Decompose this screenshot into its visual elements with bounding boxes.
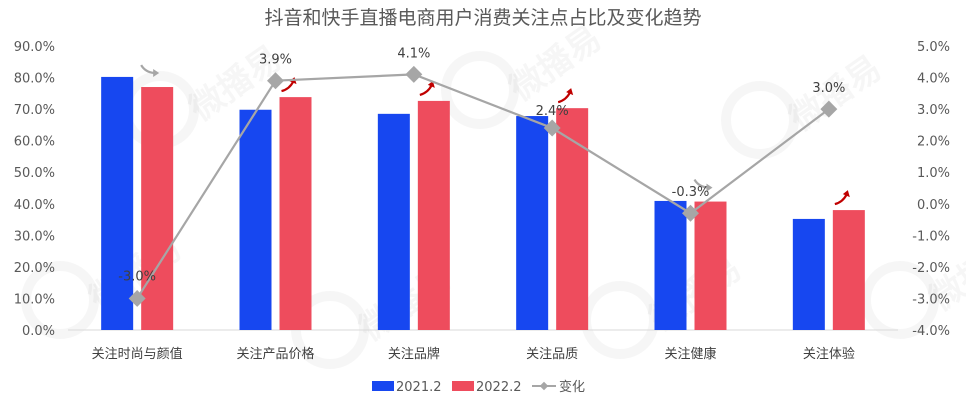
diamond-marker-icon bbox=[128, 289, 146, 307]
line-data-label: 3.0% bbox=[812, 81, 845, 96]
x-axis-categories: 关注时尚与颜值 关注产品价格 关注品牌 关注品质 关注健康 关注体验 bbox=[92, 346, 855, 362]
bar-2021.2-3 bbox=[516, 116, 549, 330]
right-axis-tick: 4.0% bbox=[917, 72, 950, 87]
left-axis-tick: 0.0% bbox=[22, 324, 55, 339]
arrow-head-icon bbox=[842, 190, 850, 198]
category-label: 关注健康 bbox=[664, 346, 716, 362]
legend: 2021.2 2022.2 变化 bbox=[372, 379, 585, 395]
line-data-label: 2.4% bbox=[536, 104, 569, 119]
bar-2022.2-1 bbox=[279, 97, 312, 331]
legend-swatch bbox=[372, 381, 394, 391]
legend-label: 2022.2 bbox=[476, 380, 522, 395]
right-axis-tick: 0.0% bbox=[917, 198, 950, 213]
arrow-head-icon bbox=[566, 88, 574, 96]
diamond-marker-icon bbox=[820, 100, 838, 118]
diamond-marker-icon bbox=[267, 72, 284, 90]
left-axis-tick: 30.0% bbox=[14, 229, 55, 244]
legend-label: 变化 bbox=[559, 379, 585, 395]
left-axis-tick: 50.0% bbox=[14, 166, 55, 181]
line-data-label: 3.9% bbox=[259, 53, 292, 68]
line-series-change bbox=[128, 65, 838, 307]
left-axis-tick: 90.0% bbox=[14, 40, 55, 55]
left-y-axis: 0.0% 10.0% 20.0% 30.0% 40.0% 50.0% 60.0% 70.0% 8… bbox=[14, 40, 55, 339]
left-axis-tick: 40.0% bbox=[14, 198, 55, 213]
left-axis-tick: 80.0% bbox=[14, 72, 55, 87]
line-data-label: -3.0% bbox=[118, 269, 156, 284]
category-label: 关注品牌 bbox=[388, 346, 440, 362]
legend-label: 2021.2 bbox=[396, 380, 442, 395]
watermark-logo-icon bbox=[586, 286, 654, 354]
trend-up-arrow-icon bbox=[419, 84, 433, 96]
trend-arrows bbox=[140, 64, 850, 206]
chart-title: 抖音和快手直播电商用户消费关注点占比及变化趋势 bbox=[264, 7, 701, 29]
bar-2021.2-2 bbox=[377, 113, 410, 330]
bar-2022.2-5 bbox=[832, 210, 865, 330]
line-data-label: 4.1% bbox=[397, 46, 430, 61]
bar-2021.2-4 bbox=[654, 200, 687, 330]
left-axis-tick: 20.0% bbox=[14, 261, 55, 276]
category-label: 关注产品价格 bbox=[236, 346, 314, 362]
line-data-label: -0.3% bbox=[672, 185, 710, 200]
legend-diamond-icon bbox=[539, 381, 549, 391]
bar-2022.2-0 bbox=[141, 87, 174, 331]
data-labels: -3.0% 3.9% 4.1% 2.4% -0.3% 3.0% bbox=[118, 46, 845, 284]
bar-2022.2-4 bbox=[694, 201, 727, 330]
right-axis-tick: -3.0% bbox=[912, 292, 950, 307]
arrow-head-icon bbox=[153, 69, 160, 78]
category-label: 关注品质 bbox=[526, 347, 578, 362]
trend-up-arrow-icon bbox=[557, 91, 572, 104]
left-axis-tick: 70.0% bbox=[14, 103, 55, 118]
watermark-text: 微播易 bbox=[501, 18, 608, 110]
category-label: 关注时尚与颜值 bbox=[92, 346, 183, 362]
right-axis-tick: 1.0% bbox=[917, 166, 950, 181]
category-label: 关注体验 bbox=[803, 346, 855, 362]
trend-up-arrow-icon bbox=[834, 193, 848, 206]
trend-down-arrow-icon bbox=[140, 64, 155, 75]
bar-2022.2-2 bbox=[417, 100, 450, 330]
bar-2022.2-3 bbox=[556, 108, 589, 330]
left-axis-tick: 60.0% bbox=[14, 135, 55, 150]
bar-2021.2-0 bbox=[101, 76, 134, 331]
bar-2021.2-5 bbox=[792, 218, 825, 330]
bar-series bbox=[101, 76, 865, 331]
trend-up-arrow-icon bbox=[281, 80, 295, 93]
trend-down-arrow-icon bbox=[693, 178, 708, 189]
right-y-axis: -4.0% -3.0% -2.0% -1.0% 0.0% 1.0% 2.0% 3.0% 4.0%… bbox=[912, 40, 950, 339]
right-axis-tick: -1.0% bbox=[912, 229, 950, 244]
right-axis-tick: 3.0% bbox=[917, 103, 950, 118]
change-line bbox=[136, 73, 830, 300]
right-axis-tick: 5.0% bbox=[917, 40, 950, 55]
diamond-marker-icon bbox=[682, 204, 699, 222]
right-axis-tick: -2.0% bbox=[912, 261, 950, 276]
diamond-marker-icon bbox=[405, 65, 423, 83]
left-axis-tick: 10.0% bbox=[14, 292, 55, 307]
right-axis-tick: -4.0% bbox=[912, 324, 950, 339]
right-axis-tick: 2.0% bbox=[917, 135, 950, 150]
arrow-head-icon bbox=[706, 183, 713, 192]
bar-2021.2-1 bbox=[239, 109, 272, 331]
legend-swatch bbox=[452, 381, 474, 391]
